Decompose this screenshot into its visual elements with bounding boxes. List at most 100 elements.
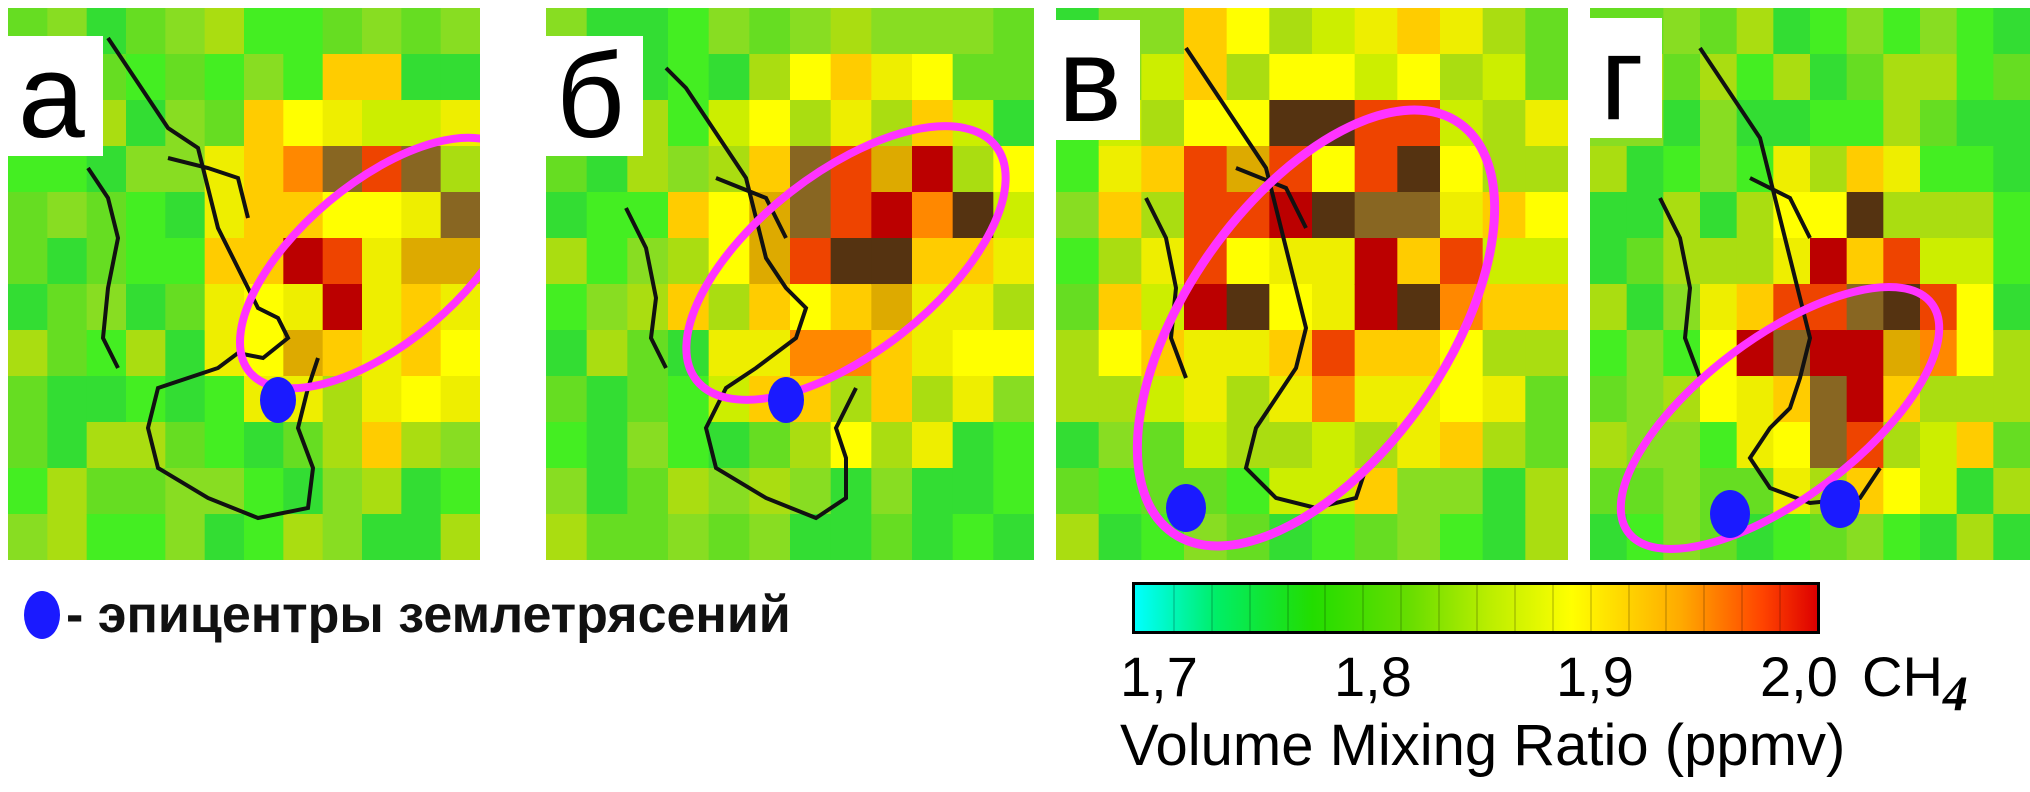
methane-grid-cell [1056,284,1100,331]
methane-grid-cell [790,192,832,239]
methane-grid-cell [1663,468,1701,515]
methane-grid-cell [1354,376,1398,423]
epicenter-marker [1820,480,1860,528]
methane-grid-cell [204,514,245,560]
methane-grid-cell [1590,330,1628,377]
methane-grid-cell [546,376,588,423]
methane-grid-cell [1956,238,1994,285]
methane-grid-cell [1920,100,1958,147]
methane-grid-cell [362,192,402,239]
methane-grid-cell [708,100,750,147]
methane-grid-cell [204,8,245,55]
coastline [1658,46,1882,506]
methane-grid-cell [362,100,402,147]
methane-grid-cell [322,284,363,331]
methane-grid-cell [871,54,913,101]
methane-grid-cell [1993,514,2030,560]
methane-grid-cell [1993,330,2030,377]
methane-grid-cell [627,192,669,239]
methane-grid-cell [1920,192,1958,239]
map-panel-a [8,8,480,560]
methane-grid-cell [244,468,284,515]
methane-grid-cell [165,192,206,239]
methane-grid-cell [401,468,442,515]
methane-grid-cell [1525,422,1568,469]
methane-grid-cell [283,146,324,193]
methane-grid-cell [1141,54,1185,101]
methane-grid-cell [830,468,872,515]
methane-grid-cell [1312,192,1356,239]
methane-grid-cell [1626,468,1664,515]
methane-grid-cell [586,468,628,515]
methane-grid-cell [362,422,402,469]
colorbar-segment-divider [1362,585,1365,631]
methane-grid-cell [871,468,913,515]
methane-grid-cell [1663,54,1701,101]
methane-grid-cell [440,146,480,193]
colorbar-segment-divider [1438,585,1441,631]
methane-grid-cell [1440,54,1484,101]
methane-grid-cell [1482,330,1526,377]
methane-grid-cell [126,8,166,55]
methane-grid-cell [1700,8,1738,55]
methane-grid-cell [1736,192,1774,239]
methane-grid-cell [1141,422,1185,469]
methane-grid-cell [401,422,442,469]
methane-grid-cell [1226,54,1270,101]
methane-grid-cell [1883,146,1921,193]
methane-grid-cell [912,54,954,101]
methane-grid-cell [952,330,994,377]
methane-grid-cell [912,376,954,423]
methane-grid-cell [204,54,245,101]
methane-grid-cell [1956,514,1994,560]
methane-grid-cell [1525,330,1568,377]
methane-grid-cell [1810,330,1848,377]
methane-grid-cell [1883,54,1921,101]
methane-grid-cell [749,8,791,55]
methane-grid-cell [440,192,480,239]
methane-grid-cell [871,146,913,193]
methane-grid-cell [1184,192,1228,239]
methane-grid-cell [126,376,166,423]
coastline [624,66,858,521]
methane-grid-cell [1663,100,1701,147]
methane-grid-cell [440,468,480,515]
methane-grid-cell [1482,54,1526,101]
colorbar-segment-divider [1286,585,1289,631]
methane-grid-cell [1312,146,1356,193]
methane-grid-cell [8,376,48,423]
methane-grid-cell [401,514,442,560]
methane-grid-cell [283,238,324,285]
epicenter-marker [768,377,804,423]
methane-grid-cell [165,330,206,377]
methane-grid-cell [1525,376,1568,423]
methane-grid-cell [244,54,284,101]
methane-grid-cell [1525,284,1568,331]
methane-grid-cell [362,54,402,101]
methane-grid-cell [1397,514,1441,560]
methane-grid-cell [993,422,1034,469]
methane-grid-cell [1482,468,1526,515]
methane-grid-cell [1626,146,1664,193]
methane-grid-cell [1226,468,1270,515]
methane-grid-cell [952,8,994,55]
methane-grid-cell [1354,192,1398,239]
methane-grid-cell [1354,238,1398,285]
colorbar-tick-1-7: 1,7 [1120,645,1198,708]
colorbar-segment-divider [1627,585,1630,631]
methane-grid-cell [830,238,872,285]
colorbar-tick-1-9: 1,9 [1556,645,1634,708]
methane-grid-cell [1773,8,1811,55]
methane-grid-cell [165,284,206,331]
methane-grid-cell [1736,376,1774,423]
methane-grid-cell [1920,514,1958,560]
methane-grid-cell [1525,514,1568,560]
methane-grid-cell [244,514,284,560]
methane-grid-cell [912,468,954,515]
methane-grid-cell [1700,376,1738,423]
methane-grid-cell [126,330,166,377]
methane-grid-cell [912,330,954,377]
methane-grid-cell [871,192,913,239]
methane-grid-cell [440,54,480,101]
methane-grid-cell [204,100,245,147]
